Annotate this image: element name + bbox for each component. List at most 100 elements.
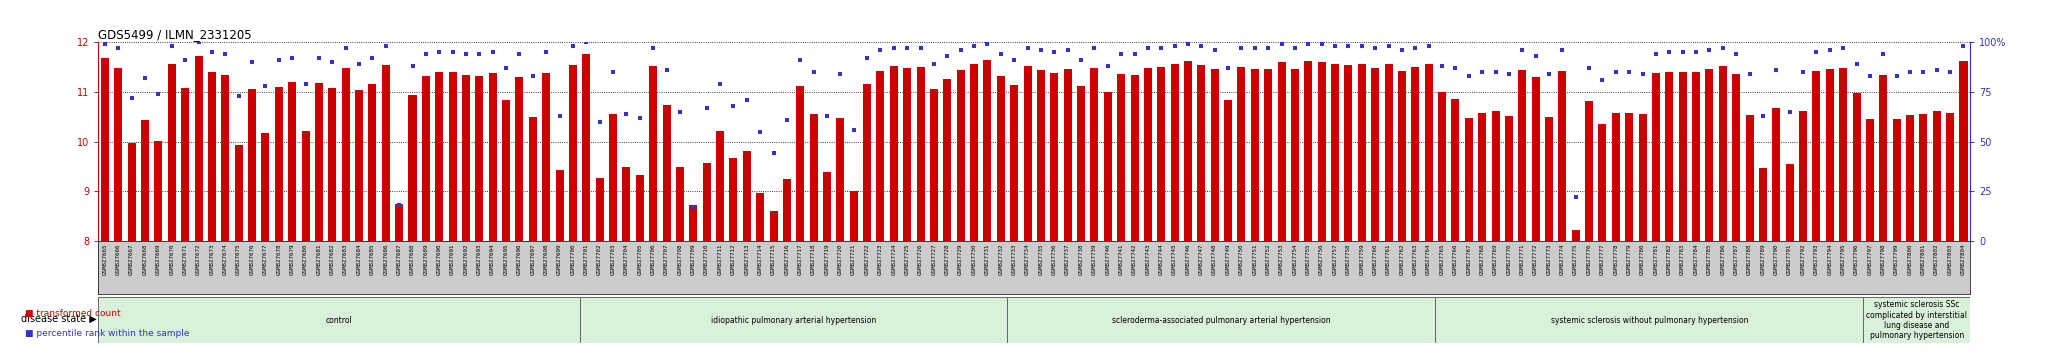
Bar xyxy=(1157,67,1165,241)
Text: GSM827760: GSM827760 xyxy=(1372,244,1378,275)
Point xyxy=(1145,46,1178,51)
Point xyxy=(303,56,336,61)
Bar xyxy=(1036,70,1044,241)
Point xyxy=(1038,50,1071,55)
Bar xyxy=(1718,66,1726,241)
Point xyxy=(436,50,469,55)
Bar xyxy=(489,73,498,241)
Point xyxy=(1171,42,1204,47)
Bar xyxy=(582,54,590,241)
Bar xyxy=(301,131,309,241)
Bar xyxy=(1237,67,1245,241)
Bar xyxy=(569,65,578,241)
Bar xyxy=(1171,64,1180,241)
Text: GSM827693: GSM827693 xyxy=(477,244,481,275)
Text: GSM827758: GSM827758 xyxy=(1346,244,1352,275)
Point xyxy=(1573,65,1606,71)
Point xyxy=(156,44,188,49)
Bar xyxy=(782,179,791,241)
Point xyxy=(1159,44,1192,49)
Text: GSM827737: GSM827737 xyxy=(1065,244,1071,275)
Text: GSM827691: GSM827691 xyxy=(451,244,455,275)
Text: GSM827721: GSM827721 xyxy=(852,244,856,275)
Text: GSM827694: GSM827694 xyxy=(489,244,496,275)
Text: GSM827685: GSM827685 xyxy=(371,244,375,275)
Bar xyxy=(1264,69,1272,241)
Bar xyxy=(1839,68,1847,241)
Bar xyxy=(1907,115,1915,241)
Bar xyxy=(635,175,643,241)
Bar xyxy=(1491,112,1499,241)
Point xyxy=(1346,44,1378,49)
Bar xyxy=(1864,297,1970,343)
Text: GSM827784: GSM827784 xyxy=(1694,244,1698,275)
Point xyxy=(1853,73,1886,79)
Bar xyxy=(1184,61,1192,241)
Point xyxy=(1667,50,1700,55)
Point xyxy=(1706,46,1739,51)
Bar xyxy=(180,87,188,241)
Point xyxy=(569,40,602,45)
Bar xyxy=(463,75,469,241)
Text: GSM827785: GSM827785 xyxy=(1706,244,1712,275)
Text: GSM827667: GSM827667 xyxy=(129,244,135,275)
Point xyxy=(1065,57,1098,63)
Bar xyxy=(1063,69,1071,241)
Point xyxy=(1800,50,1833,55)
Bar xyxy=(1679,72,1688,241)
Bar xyxy=(1399,71,1405,241)
Text: GSM827711: GSM827711 xyxy=(717,244,723,275)
Bar xyxy=(369,84,377,241)
Bar xyxy=(1198,65,1206,241)
Bar xyxy=(956,70,965,241)
Bar xyxy=(1665,72,1673,241)
Point xyxy=(797,69,829,75)
Bar xyxy=(596,178,604,241)
Text: GSM827800: GSM827800 xyxy=(1907,244,1913,275)
Text: GSM827750: GSM827750 xyxy=(1239,244,1243,275)
Bar xyxy=(328,88,336,241)
Text: GSM827704: GSM827704 xyxy=(625,244,629,275)
Bar xyxy=(195,56,203,241)
Point xyxy=(1585,77,1618,83)
Text: GSM827671: GSM827671 xyxy=(182,244,188,275)
Point xyxy=(864,47,897,53)
Point xyxy=(1319,44,1352,49)
Text: GSM827713: GSM827713 xyxy=(743,244,750,275)
Bar xyxy=(690,205,696,241)
Point xyxy=(1614,69,1647,75)
Bar xyxy=(1051,73,1059,241)
Bar xyxy=(1278,62,1286,241)
Bar xyxy=(1331,64,1339,241)
Bar xyxy=(262,133,270,241)
Text: GSM827751: GSM827751 xyxy=(1253,244,1257,275)
Point xyxy=(584,119,616,125)
Bar xyxy=(502,101,510,241)
Text: GSM827689: GSM827689 xyxy=(424,244,428,275)
Text: GSM827705: GSM827705 xyxy=(637,244,643,275)
Point xyxy=(289,81,322,87)
Point xyxy=(664,109,696,115)
Point xyxy=(1130,46,1163,51)
Point xyxy=(276,56,309,61)
Point xyxy=(1653,50,1686,55)
Bar xyxy=(971,64,979,241)
Text: GSM827687: GSM827687 xyxy=(397,244,401,275)
Text: GSM827768: GSM827768 xyxy=(1479,244,1485,275)
Bar xyxy=(889,66,897,241)
Bar xyxy=(1880,75,1888,241)
Bar xyxy=(877,71,885,241)
Point xyxy=(637,46,670,51)
Text: GSM827763: GSM827763 xyxy=(1413,244,1417,275)
Text: GSM827794: GSM827794 xyxy=(1827,244,1833,275)
Point xyxy=(1559,194,1591,200)
Bar xyxy=(823,172,831,241)
Text: GSM827683: GSM827683 xyxy=(344,244,348,275)
Bar xyxy=(221,75,229,241)
Bar xyxy=(983,60,991,241)
Text: GSM827702: GSM827702 xyxy=(598,244,602,275)
Bar xyxy=(729,158,737,241)
Text: systemic sclerosis SSc
complicated by interstitial
lung disease and
pulmonary hy: systemic sclerosis SSc complicated by in… xyxy=(1866,300,1968,341)
Bar xyxy=(1010,85,1018,241)
Point xyxy=(1051,47,1083,53)
